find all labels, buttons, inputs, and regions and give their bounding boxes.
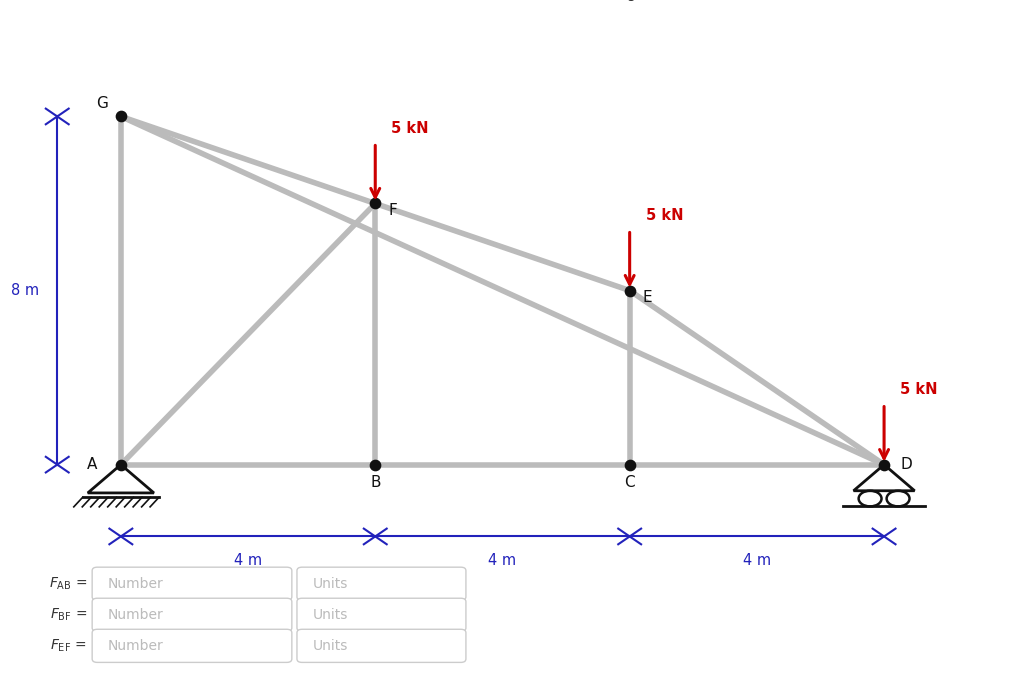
Text: G: G	[96, 96, 108, 111]
Text: A: A	[87, 457, 97, 472]
Text: Units: Units	[312, 639, 348, 653]
Point	[876, 459, 892, 470]
Point	[367, 459, 383, 470]
Text: $F_{\rm AB}$ =: $F_{\rm AB}$ =	[49, 575, 87, 592]
Text: 4 m: 4 m	[234, 553, 262, 568]
Point	[113, 459, 129, 470]
Text: C: C	[625, 475, 635, 491]
Text: Number: Number	[108, 608, 163, 622]
Text: 4 m: 4 m	[742, 553, 771, 568]
Text: $F_{\rm BF}$ =: $F_{\rm BF}$ =	[50, 607, 87, 623]
Text: 8 m: 8 m	[11, 283, 40, 298]
Text: Units: Units	[312, 608, 348, 622]
Text: E: E	[643, 290, 652, 304]
Text: Number: Number	[108, 639, 163, 653]
Text: $F_{\rm EF}$ =: $F_{\rm EF}$ =	[50, 638, 87, 654]
Point	[113, 111, 129, 122]
Text: Number: Number	[108, 577, 163, 591]
Text: 5 kN: 5 kN	[391, 121, 429, 136]
Text: 4 m: 4 m	[488, 553, 516, 568]
Point	[622, 285, 638, 296]
Text: B: B	[370, 475, 381, 491]
Point	[367, 198, 383, 209]
Text: 5 kN: 5 kN	[645, 208, 683, 223]
Text: Units: Units	[312, 577, 348, 591]
Point	[622, 459, 638, 470]
Text: D: D	[900, 457, 912, 472]
Text: F: F	[389, 203, 397, 217]
Text: 5 kN: 5 kN	[900, 382, 938, 397]
Text: Determine the forces in the members AB, BF and EF using the method of sections.: Determine the forces in the members AB, …	[209, 0, 815, 1]
